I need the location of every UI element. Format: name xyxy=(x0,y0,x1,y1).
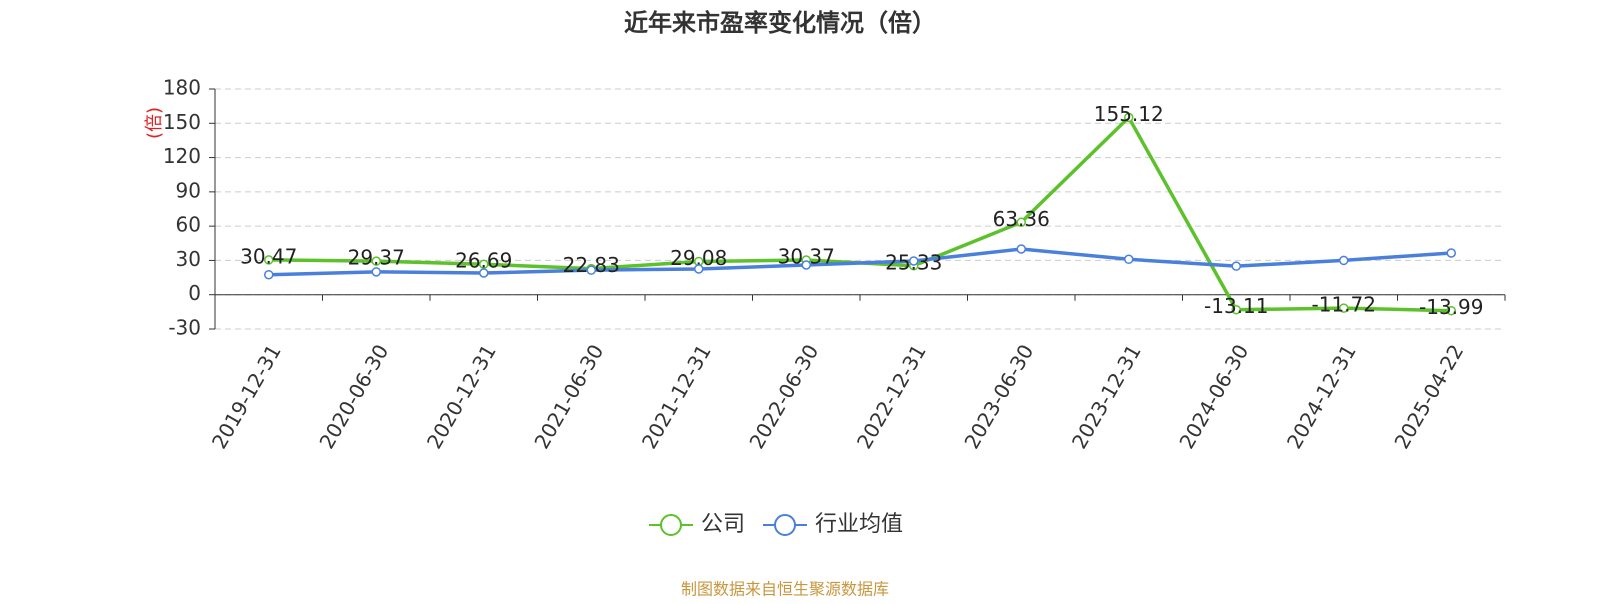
y-tick-label: 150 xyxy=(163,110,201,134)
data-point xyxy=(264,255,274,265)
data-point xyxy=(1446,248,1456,258)
data-point xyxy=(909,256,919,266)
data-label: 63.36 xyxy=(993,207,1050,231)
x-tick-label: 2020-12-31 xyxy=(422,340,501,453)
data-point xyxy=(371,267,381,277)
y-tick-label: 120 xyxy=(163,144,201,168)
x-tick-label: 2025-04-22 xyxy=(1389,340,1468,453)
data-point xyxy=(586,265,596,275)
data-point xyxy=(1446,305,1456,316)
y-tick-label: 0 xyxy=(188,281,201,305)
data-point xyxy=(1124,112,1134,123)
y-axis-label: (倍) xyxy=(144,107,165,139)
y-tick-label: 180 xyxy=(163,76,201,100)
x-tick-label: 2024-12-31 xyxy=(1282,340,1361,453)
legend-marker xyxy=(774,514,796,536)
data-label: 29.37 xyxy=(348,246,405,270)
y-tick-label: 60 xyxy=(176,213,201,237)
x-tick-label: 2019-12-31 xyxy=(207,340,286,453)
data-label: -13.11 xyxy=(1204,294,1268,318)
data-point xyxy=(264,269,274,280)
data-point xyxy=(1339,303,1349,313)
chart-title: 近年来市盈率变化情况（倍） xyxy=(624,9,936,37)
x-tick-label: 2020-06-30 xyxy=(314,340,393,453)
legend-label: 公司 xyxy=(701,512,745,537)
legend-label: 行业均值 xyxy=(815,512,903,537)
x-tick-label: 2021-06-30 xyxy=(529,340,608,453)
data-point xyxy=(479,259,489,269)
data-point xyxy=(479,268,489,278)
data-point xyxy=(1016,244,1026,254)
data-point xyxy=(1231,261,1241,271)
x-tick-label: 2021-12-31 xyxy=(637,340,716,453)
data-point xyxy=(801,260,811,270)
legend: 公司 行业均值 xyxy=(649,512,903,537)
data-point xyxy=(1124,254,1134,265)
x-tick-label: 2022-06-30 xyxy=(744,340,823,453)
data-label: -11.72 xyxy=(1312,293,1376,317)
data-point xyxy=(1339,255,1349,266)
x-tick-label: 2023-06-30 xyxy=(959,340,1038,453)
series-line xyxy=(268,114,1452,313)
series-line xyxy=(268,247,1452,277)
data-label: 30.47 xyxy=(240,244,297,268)
data-point xyxy=(1231,304,1241,315)
data-label: -13.99 xyxy=(1419,295,1483,319)
data-label: 155.12 xyxy=(1094,102,1164,126)
data-point xyxy=(694,264,704,274)
x-tick-label: 2024-06-30 xyxy=(1174,340,1253,453)
source-note: 制图数据来自恒生聚源数据库 xyxy=(681,580,889,599)
x-tick-label: 2023-12-31 xyxy=(1067,340,1146,453)
data-point xyxy=(371,256,381,266)
y-tick-label: -30 xyxy=(168,316,201,340)
x-tick-label: 2022-12-31 xyxy=(852,340,931,453)
y-tick-label: 30 xyxy=(176,247,201,271)
legend-marker xyxy=(660,514,682,536)
data-point xyxy=(1016,217,1026,228)
y-tick-label: 90 xyxy=(176,178,201,202)
